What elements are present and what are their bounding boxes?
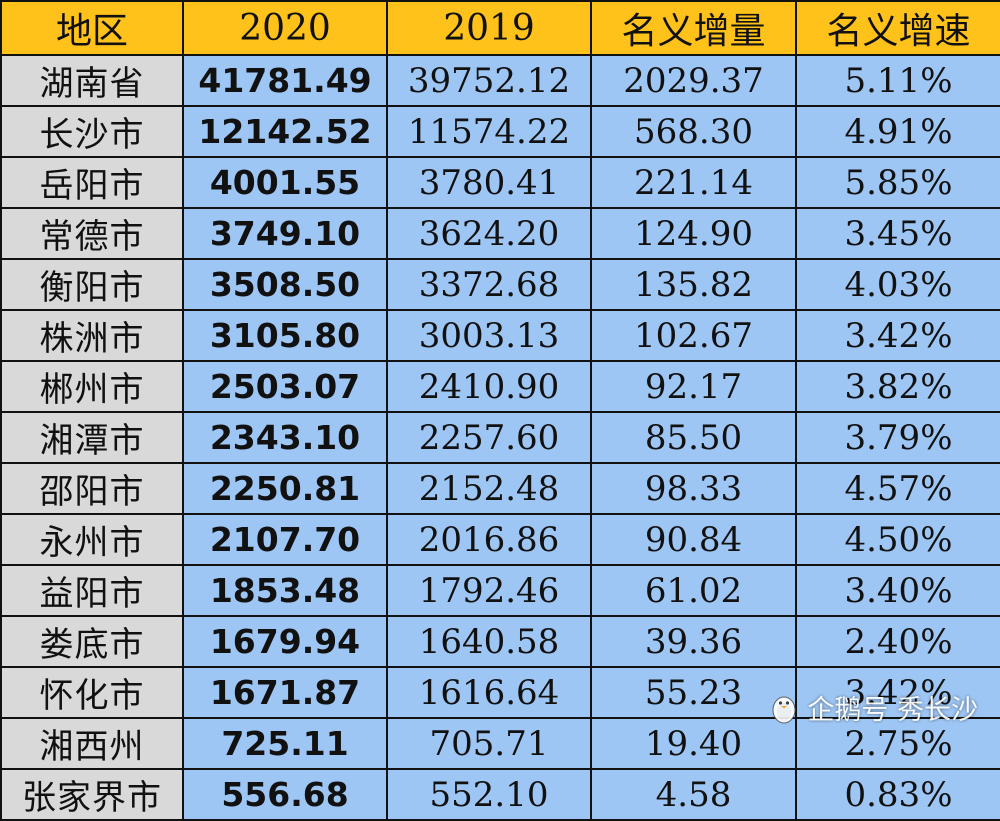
cell-value-2020: 1679.94	[182, 615, 388, 668]
table-row: 郴州市 2503.07 2410.90 92.17 3.82%	[0, 360, 1000, 413]
watermark: 企鹅号 秀长沙	[769, 688, 978, 727]
cell-nominal-increase: 90.84	[590, 513, 797, 566]
table-row: 衡阳市 3508.50 3372.68 135.82 4.03%	[0, 258, 1000, 311]
cell-value-2019: 3624.20	[386, 207, 592, 260]
cell-nominal-growth: 5.11%	[795, 54, 1000, 107]
cell-region: 湘西州	[0, 717, 184, 770]
cell-value-2019: 11574.22	[386, 105, 592, 158]
cell-nominal-growth: 5.85%	[795, 156, 1000, 209]
cell-nominal-increase: 4.58	[590, 768, 797, 821]
cell-nominal-growth: 3.42%	[795, 666, 1000, 719]
header-2019: 2019	[386, 0, 592, 56]
cell-value-2019: 3780.41	[386, 156, 592, 209]
cell-value-2020: 725.11	[182, 717, 388, 770]
cell-value-2020: 1671.87	[182, 666, 388, 719]
cell-value-2019: 1792.46	[386, 564, 592, 617]
cell-region: 衡阳市	[0, 258, 184, 311]
cell-value-2020: 556.68	[182, 768, 388, 821]
cell-nominal-increase: 221.14	[590, 156, 797, 209]
cell-nominal-increase: 2029.37	[590, 54, 797, 107]
header-nominal-growth: 名义增速	[795, 0, 1000, 56]
cell-region: 株洲市	[0, 309, 184, 362]
cell-region: 邵阳市	[0, 462, 184, 515]
cell-nominal-growth: 3.79%	[795, 411, 1000, 464]
cell-value-2020: 41781.49	[182, 54, 388, 107]
cell-region: 常德市	[0, 207, 184, 260]
cell-nominal-increase: 135.82	[590, 258, 797, 311]
cell-nominal-increase: 85.50	[590, 411, 797, 464]
cell-value-2019: 1616.64	[386, 666, 592, 719]
table-row: 张家界市 556.68 552.10 4.58 0.83%	[0, 768, 1000, 821]
cell-nominal-growth: 2.40%	[795, 615, 1000, 668]
cell-region: 湖南省	[0, 54, 184, 107]
table-row: 怀化市 1671.87 1616.64 55.23 3.42%	[0, 666, 1000, 719]
cell-value-2020: 2343.10	[182, 411, 388, 464]
cell-value-2020: 2250.81	[182, 462, 388, 515]
cell-region: 郴州市	[0, 360, 184, 413]
cell-value-2020: 12142.52	[182, 105, 388, 158]
cell-nominal-increase: 98.33	[590, 462, 797, 515]
cell-nominal-growth: 4.91%	[795, 105, 1000, 158]
cell-value-2019: 1640.58	[386, 615, 592, 668]
cell-region: 永州市	[0, 513, 184, 566]
cell-value-2019: 3372.68	[386, 258, 592, 311]
cell-nominal-increase: 124.90	[590, 207, 797, 260]
table-row: 益阳市 1853.48 1792.46 61.02 3.40%	[0, 564, 1000, 617]
table-row: 长沙市 12142.52 11574.22 568.30 4.91%	[0, 105, 1000, 158]
cell-nominal-increase: 92.17	[590, 360, 797, 413]
cell-region: 益阳市	[0, 564, 184, 617]
cell-region: 岳阳市	[0, 156, 184, 209]
cell-value-2020: 1853.48	[182, 564, 388, 617]
cell-nominal-growth: 4.57%	[795, 462, 1000, 515]
header-nominal-increase: 名义增量	[590, 0, 797, 56]
table-row: 湘潭市 2343.10 2257.60 85.50 3.79%	[0, 411, 1000, 464]
cell-nominal-growth: 3.82%	[795, 360, 1000, 413]
cell-nominal-growth: 3.42%	[795, 309, 1000, 362]
table-row: 永州市 2107.70 2016.86 90.84 4.50%	[0, 513, 1000, 566]
header-region: 地区	[0, 0, 184, 56]
cell-value-2020: 2107.70	[182, 513, 388, 566]
table-row: 常德市 3749.10 3624.20 124.90 3.45%	[0, 207, 1000, 260]
header-2020: 2020	[182, 0, 388, 56]
table-row: 湖南省 41781.49 39752.12 2029.37 5.11%	[0, 54, 1000, 107]
watermark-text: 企鹅号 秀长沙	[807, 695, 978, 726]
cell-nominal-increase: 102.67	[590, 309, 797, 362]
table-row: 株洲市 3105.80 3003.13 102.67 3.42%	[0, 309, 1000, 362]
cell-value-2019: 552.10	[386, 768, 592, 821]
penguin-icon	[769, 692, 799, 724]
cell-value-2020: 3749.10	[182, 207, 388, 260]
cell-value-2019: 2016.86	[386, 513, 592, 566]
cell-value-2020: 2503.07	[182, 360, 388, 413]
cell-value-2019: 705.71	[386, 717, 592, 770]
cell-value-2019: 2152.48	[386, 462, 592, 515]
cell-value-2020: 3508.50	[182, 258, 388, 311]
cell-region: 长沙市	[0, 105, 184, 158]
cell-nominal-increase: 39.36	[590, 615, 797, 668]
cell-nominal-growth: 3.45%	[795, 207, 1000, 260]
table-row: 邵阳市 2250.81 2152.48 98.33 4.57%	[0, 462, 1000, 515]
cell-region: 怀化市	[0, 666, 184, 719]
cell-region: 张家界市	[0, 768, 184, 821]
table-body: 湖南省 41781.49 39752.12 2029.37 5.11% 长沙市 12142.…	[0, 54, 1000, 821]
cell-nominal-growth: 4.50%	[795, 513, 1000, 566]
header-row: 地区 2020 2019 名义增量 名义增速	[0, 0, 1000, 56]
cell-nominal-growth: 3.40%	[795, 564, 1000, 617]
cell-nominal-increase: 568.30	[590, 105, 797, 158]
cell-region: 娄底市	[0, 615, 184, 668]
cell-region: 湘潭市	[0, 411, 184, 464]
table-row: 岳阳市 4001.55 3780.41 221.14 5.85%	[0, 156, 1000, 209]
cell-nominal-growth: 0.83%	[795, 768, 1000, 821]
cell-value-2020: 3105.80	[182, 309, 388, 362]
cell-nominal-growth: 4.03%	[795, 258, 1000, 311]
cell-value-2019: 2410.90	[386, 360, 592, 413]
cell-nominal-increase: 55.23	[590, 666, 797, 719]
cell-nominal-increase: 19.40	[590, 717, 797, 770]
table-row: 娄底市 1679.94 1640.58 39.36 2.40%	[0, 615, 1000, 668]
cell-value-2019: 3003.13	[386, 309, 592, 362]
cell-value-2019: 39752.12	[386, 54, 592, 107]
cell-value-2019: 2257.60	[386, 411, 592, 464]
cell-nominal-increase: 61.02	[590, 564, 797, 617]
cell-value-2020: 4001.55	[182, 156, 388, 209]
